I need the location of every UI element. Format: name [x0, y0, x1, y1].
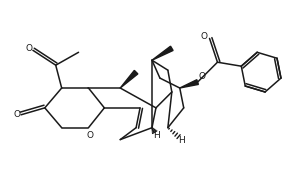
Text: O: O	[25, 44, 32, 53]
Polygon shape	[180, 80, 198, 88]
Polygon shape	[152, 46, 173, 60]
Text: O: O	[87, 131, 94, 140]
Polygon shape	[120, 70, 138, 88]
Text: H: H	[153, 131, 160, 140]
Text: O: O	[13, 110, 21, 119]
Text: H: H	[179, 136, 185, 145]
Text: O: O	[198, 72, 205, 81]
Text: O: O	[200, 32, 207, 41]
